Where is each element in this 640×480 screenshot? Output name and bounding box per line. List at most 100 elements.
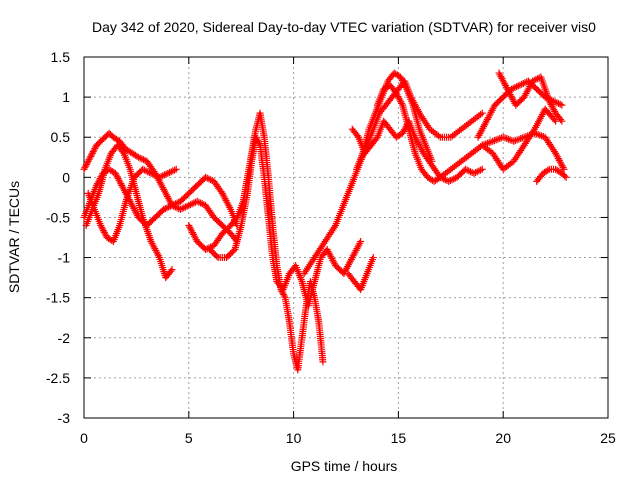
series-track-10	[495, 69, 566, 125]
data-point	[160, 205, 168, 213]
data-point	[473, 168, 481, 176]
data-point	[183, 202, 191, 210]
data-point	[166, 169, 174, 177]
data-point	[81, 164, 89, 172]
data-point	[117, 180, 125, 188]
data-point	[195, 198, 203, 206]
data-point	[138, 155, 146, 163]
data-point	[186, 201, 194, 209]
data-point	[319, 358, 327, 366]
data-point	[217, 188, 225, 196]
data-point	[83, 160, 91, 168]
y-tick-labels: -3 -2.5 -2 -1.5 -1 -0.5 0 0.5 1 1.5	[46, 49, 70, 426]
data-point	[255, 140, 263, 148]
data-point	[134, 153, 142, 161]
data-point	[518, 80, 526, 88]
data-point	[441, 176, 449, 184]
data-point	[140, 156, 148, 164]
data-point	[188, 200, 196, 208]
data-point	[162, 170, 170, 178]
data-point	[136, 154, 144, 162]
data-point	[232, 215, 240, 223]
y-tick-label: -3	[58, 410, 71, 426]
data-point	[167, 168, 175, 176]
data-point	[159, 172, 167, 180]
data-point	[353, 132, 361, 140]
data-point	[519, 79, 527, 87]
data-point	[467, 168, 475, 176]
data-point	[556, 100, 564, 108]
y-tick-label: 1.5	[51, 49, 71, 65]
data-point	[145, 169, 153, 177]
data-point	[88, 149, 96, 157]
data-point	[155, 173, 163, 181]
data-point	[450, 175, 458, 183]
x-tick-label: 20	[495, 430, 511, 446]
data-point	[550, 97, 558, 105]
data-point	[171, 200, 179, 208]
data-point	[171, 166, 179, 174]
x-axis-label: GPS time / hours	[291, 458, 398, 474]
data-point	[89, 148, 97, 156]
x-tick-label: 10	[286, 430, 302, 446]
data-point	[445, 177, 453, 185]
data-point	[463, 166, 471, 174]
data-point	[173, 199, 181, 207]
data-point	[472, 169, 480, 177]
data-point	[546, 96, 554, 104]
data-point	[402, 83, 410, 91]
series-track-15	[352, 69, 436, 173]
data-point	[558, 117, 566, 125]
data-point	[541, 93, 549, 101]
series-track-1	[80, 129, 241, 246]
data-point	[193, 197, 201, 205]
data-point	[280, 292, 288, 300]
plot-frame	[83, 56, 609, 419]
data-point	[83, 159, 91, 167]
data-point	[147, 169, 155, 177]
y-axis-label: SDTVAR / TECUs	[6, 181, 22, 293]
data-point	[80, 165, 88, 173]
series-track-4	[84, 165, 180, 246]
data-point	[119, 148, 127, 156]
data-point	[82, 162, 90, 170]
data-point	[203, 174, 211, 182]
y-tick-label: 0	[62, 169, 70, 185]
series-track-11	[474, 77, 566, 141]
y-tick-label: -2.5	[46, 370, 70, 386]
y-tick-label: -0.5	[46, 209, 70, 225]
data-point	[149, 170, 157, 178]
data-point	[478, 165, 486, 173]
data-point	[170, 201, 178, 209]
data-point	[166, 202, 174, 210]
data-point	[516, 81, 524, 89]
chart-title: Day 342 of 2020, Sidereal Day-to-day VTE…	[92, 19, 596, 35]
data-point	[514, 82, 522, 90]
data-point	[398, 99, 406, 107]
data-point	[168, 201, 176, 209]
data-point	[544, 166, 552, 174]
data-point	[163, 204, 171, 212]
series-track-14	[344, 254, 377, 294]
data-point	[465, 167, 473, 175]
data-point	[161, 205, 169, 213]
data-point	[142, 167, 150, 175]
data-point	[190, 199, 198, 207]
data-point	[562, 173, 570, 181]
data-point	[448, 176, 456, 184]
data-point	[530, 76, 538, 84]
y-tick-label: 1	[62, 89, 70, 105]
data-point	[508, 85, 516, 93]
data-point	[558, 101, 566, 109]
data-point	[167, 267, 175, 275]
data-point	[91, 144, 99, 152]
data-point	[90, 146, 98, 154]
data-point	[548, 96, 556, 104]
data-point	[553, 99, 561, 107]
series-track-13	[533, 165, 570, 185]
data-point	[557, 116, 565, 124]
data-point	[461, 165, 469, 173]
data-point	[513, 83, 521, 91]
data-point	[372, 135, 380, 143]
